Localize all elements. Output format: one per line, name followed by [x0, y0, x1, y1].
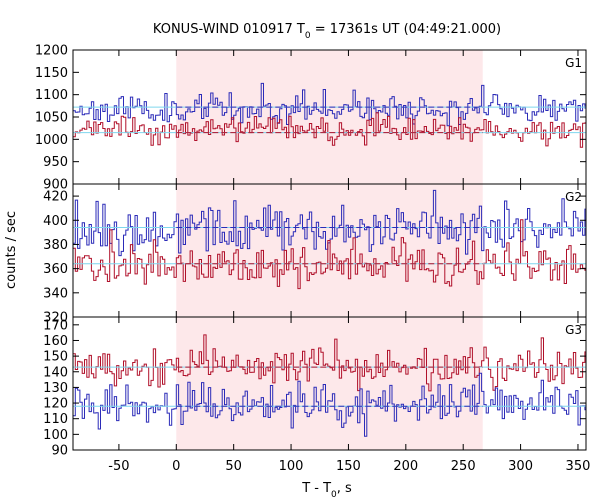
burst-interval-band	[176, 317, 483, 450]
x-tick-label: 50	[225, 459, 242, 474]
y-tick-label: 900	[43, 178, 68, 193]
chart-title-main: KONUS-WIND 010917 T	[153, 22, 305, 37]
x-tick-label: 350	[566, 459, 591, 474]
y-tick-label: 1000	[35, 133, 68, 148]
series-blue-histogram	[73, 372, 586, 437]
y-tick-label: 90	[51, 444, 68, 459]
series-blue-histogram	[73, 82, 586, 127]
y-tick-label: 150	[43, 350, 68, 365]
panel-g2: 320 340 360 380 400 420 G2	[43, 183, 587, 326]
y-tick-label: 110	[43, 412, 68, 427]
x-axis-label-rest: , s	[337, 481, 352, 496]
x-tick-label: 250	[451, 459, 476, 474]
x-axis-label-subscript: 0	[331, 490, 337, 500]
chart-title-rest: = 17361s UT (04:49:21.000)	[311, 22, 501, 37]
panel-g1: 900 950 1000 1050 1100 1150 1200 G1	[35, 44, 587, 193]
x-axis-label: T - T0, s	[301, 481, 352, 500]
y-tick-label: 100	[43, 428, 68, 443]
panel-frame	[72, 316, 587, 451]
y-tick-label: 340	[43, 286, 68, 301]
y-tick-label: 1200	[35, 44, 68, 59]
x-tick-label: 150	[336, 459, 361, 474]
y-tick-label: 1050	[35, 111, 68, 126]
y-tick-label: 170	[43, 318, 68, 333]
y-tick-label: 320	[43, 311, 68, 326]
y-tick-label: 400	[43, 214, 68, 229]
panel-label: G3	[565, 323, 582, 337]
y-tick-label: 130	[43, 381, 68, 396]
chart-title: KONUS-WIND 010917 T0 = 17361s UT (04:49:…	[153, 22, 501, 41]
y-tick-label: 1150	[35, 66, 68, 81]
x-tick-label: -50	[108, 459, 129, 474]
panels-layer: 90095010001050110011501200G1320340360380…	[35, 44, 590, 475]
panel-label: G1	[565, 56, 582, 70]
y-tick-label: 120	[43, 397, 68, 412]
y-tick-label: 950	[43, 155, 68, 170]
x-tick-label: 0	[172, 459, 180, 474]
series-red-histogram	[73, 112, 586, 148]
series-red-histogram	[73, 334, 586, 392]
series-red-histogram	[73, 219, 586, 290]
y-tick-label: 380	[43, 238, 68, 253]
burst-interval-band	[176, 184, 483, 317]
burst-interval-band	[176, 50, 483, 184]
panel-label: G2	[565, 190, 582, 204]
y-tick-label: 160	[43, 334, 68, 349]
chart-title-subscript: 0	[305, 31, 311, 41]
x-tick-label: 200	[393, 459, 418, 474]
x-axis-label-main: T - T	[301, 481, 331, 496]
y-axis-label: counts / sec	[4, 211, 19, 289]
y-tick-label: 420	[43, 190, 68, 205]
y-tick-label: 1100	[35, 88, 68, 103]
y-tick-label: 140	[43, 365, 68, 380]
x-tick-label: 300	[508, 459, 533, 474]
y-tick-label: 360	[43, 262, 68, 277]
x-tick-label: 100	[279, 459, 304, 474]
